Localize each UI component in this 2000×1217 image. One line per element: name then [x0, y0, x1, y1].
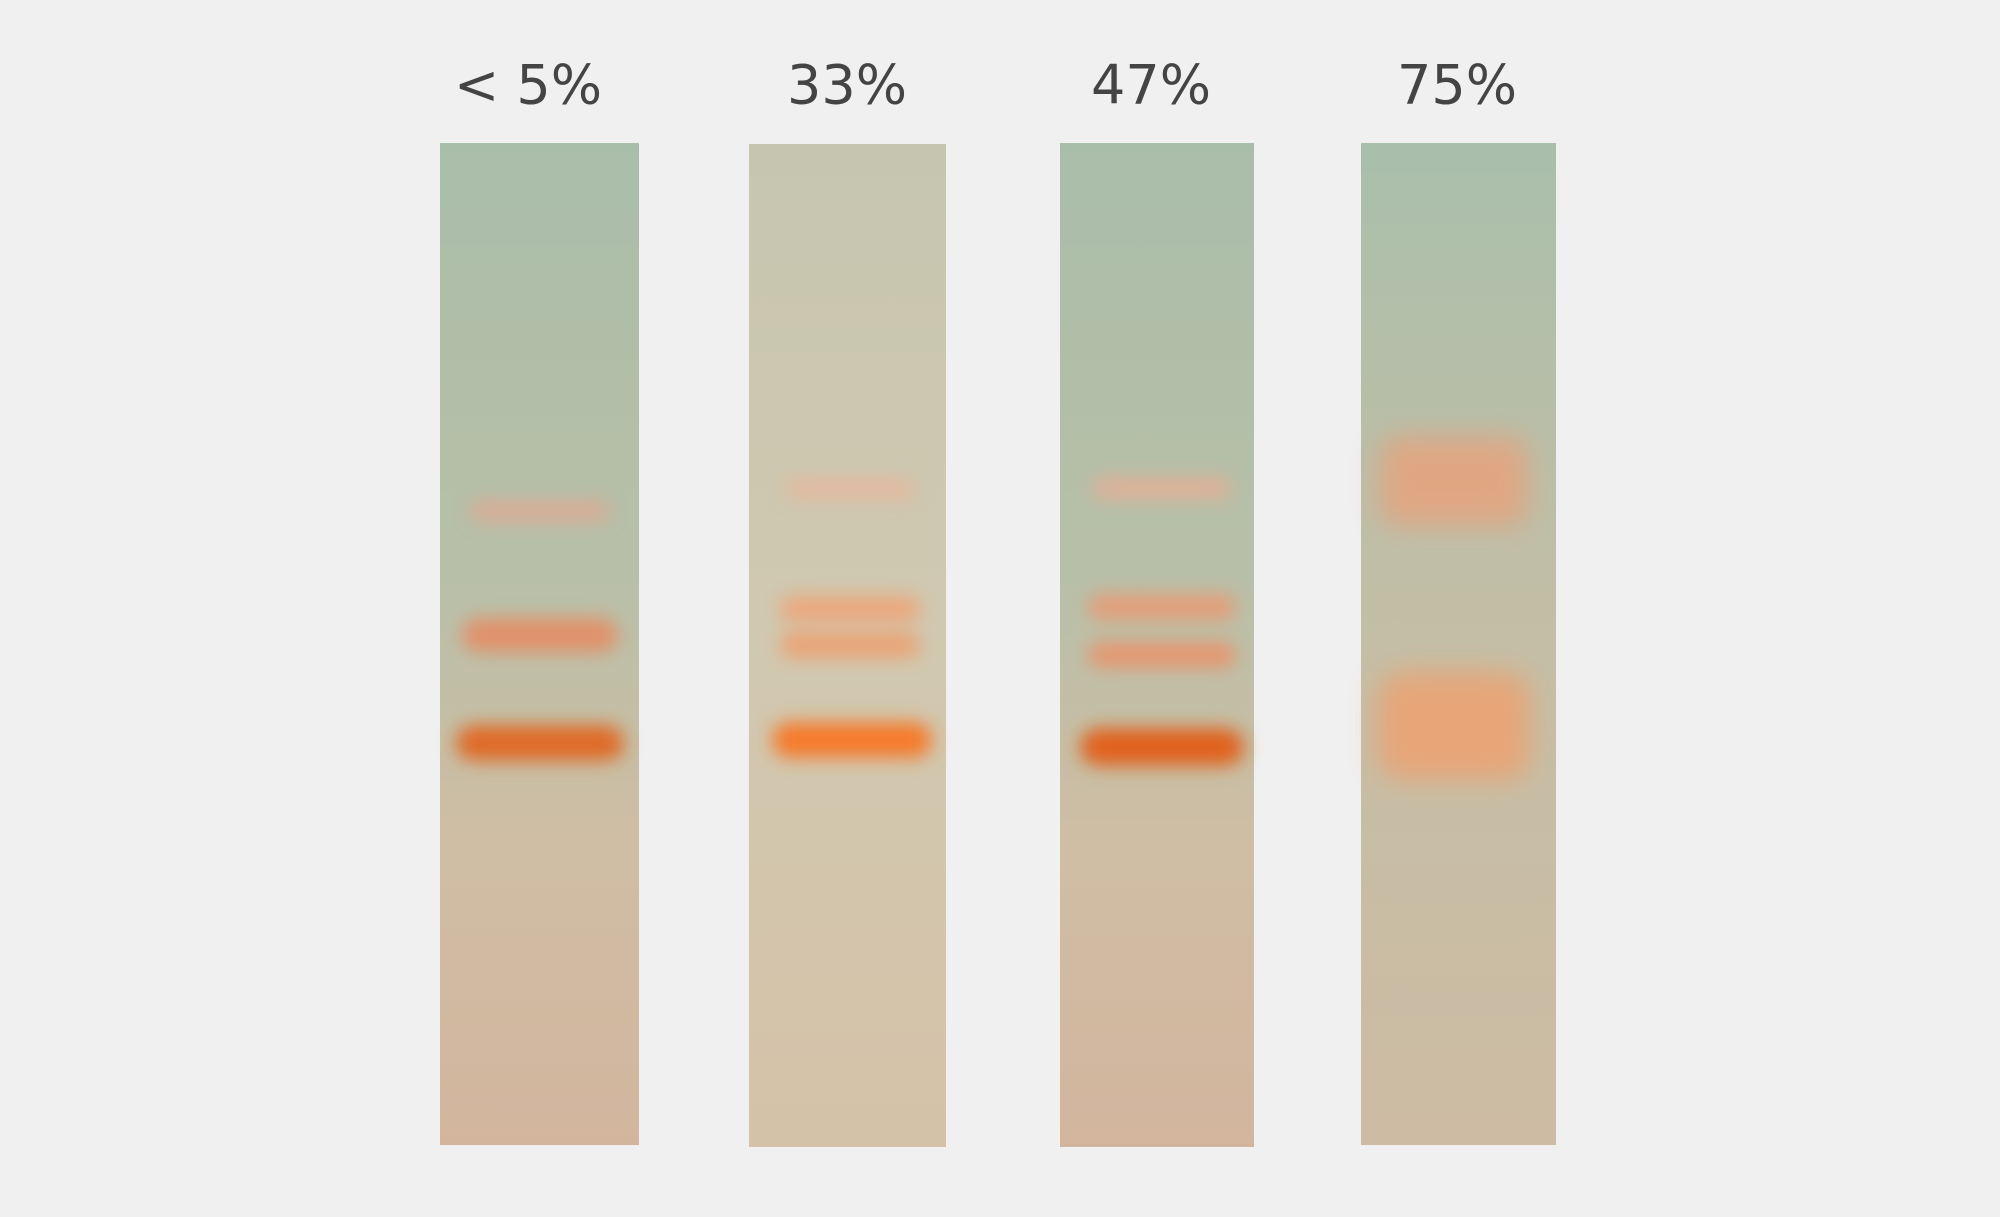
strip: [1060, 143, 1254, 1147]
strip-label: 33%: [787, 54, 907, 117]
strip-label: 75%: [1397, 54, 1517, 117]
strip: [749, 144, 946, 1147]
strip: [440, 143, 639, 1145]
strip-label: 47%: [1091, 54, 1211, 117]
strip-label: < 5%: [454, 54, 602, 117]
strip: [1361, 143, 1556, 1145]
